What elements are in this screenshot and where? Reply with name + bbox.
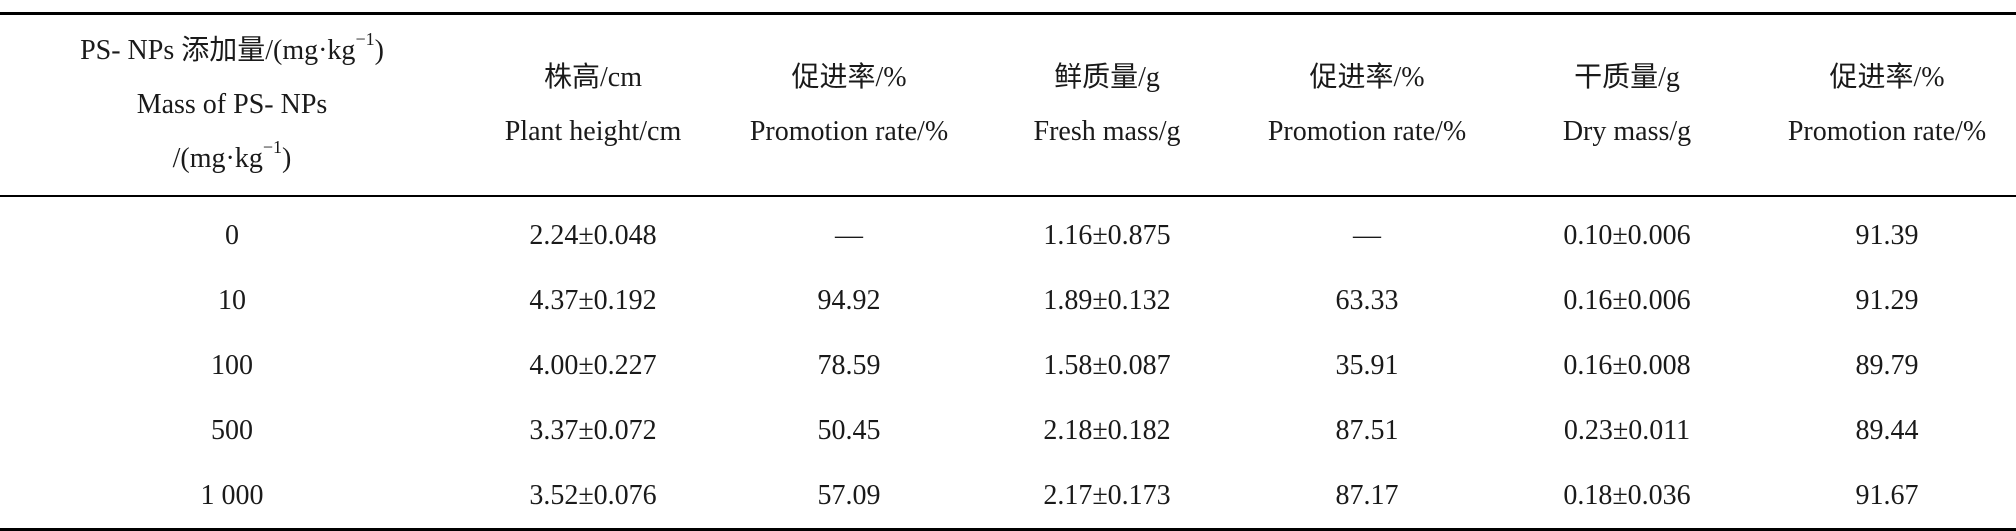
cell-promotion-fresh: 63.33 [1335,284,1399,316]
cell-promotion-height: 94.92 [817,284,881,316]
header-line-cn: 鲜质量/g [1054,62,1160,93]
cell-dry-mass: 0.16±0.008 [1563,349,1691,381]
cell-plant-height: 4.00±0.227 [529,349,657,381]
table-row: 100 4.00±0.227 78.59 1.58±0.087 35.91 0.… [0,333,2016,398]
cell-promotion-dry: 91.67 [1855,479,1919,511]
superscript: −1 [262,136,283,157]
cell-fresh-mass: 1.16±0.875 [1043,219,1171,251]
header-dry-mass: 干质量/g Dry mass/g [1496,14,1758,197]
header-promotion-rate-fresh: 促进率/% Promotion rate/% [1238,14,1496,197]
cell-fresh-mass: 2.17±0.173 [1043,479,1171,511]
header-line-en: Fresh mass/g [1033,116,1181,147]
cell-promotion-fresh: 35.91 [1335,349,1399,381]
header-line-cn: 干质量/g [1574,62,1680,93]
cell-plant-height: 2.24±0.048 [529,219,657,251]
table-header-row: PS- NPs 添加量/(mg·kg−1) Mass of PS- NPs /(… [0,13,2016,197]
header-line-en: Dry mass/g [1562,116,1692,147]
cell-promotion-fresh: 87.17 [1335,479,1399,511]
cell-dry-mass: 0.16±0.006 [1563,284,1691,316]
header-plant-height: 株高/cm Plant height/cm [464,14,722,197]
cell-promotion-dry: 89.79 [1855,349,1919,381]
cell-mass: 100 [211,349,253,381]
header-line-cn: 促进率/% [1309,62,1425,93]
table-row: 500 3.37±0.072 50.45 2.18±0.182 87.51 0.… [0,398,2016,463]
header-line-unit: /(mg·kg [172,143,263,174]
table-row: 0 2.24±0.048 — 1.16±0.875 — 0.10±0.006 9… [0,196,2016,268]
cell-promotion-dry: 89.44 [1855,414,1919,446]
header-line-en: Plant height/cm [504,116,682,147]
header-line-cn: 株高/cm [544,62,642,93]
table-row: 10 4.37±0.192 94.92 1.89±0.132 63.33 0.1… [0,268,2016,333]
header-line-en: Promotion rate/% [1787,116,1987,147]
cell-plant-height: 3.37±0.072 [529,414,657,446]
cell-promotion-height: 78.59 [817,349,881,381]
cell-mass: 500 [211,414,253,446]
superscript: −1 [355,28,375,49]
header-line-en: Promotion rate/% [1267,116,1467,147]
header-promotion-rate-dry: 促进率/% Promotion rate/% [1758,14,2016,197]
data-table: PS- NPs 添加量/(mg·kg−1) Mass of PS- NPs /(… [0,12,2016,531]
cell-promotion-fresh: 87.51 [1335,414,1399,446]
data-table-container: PS- NPs 添加量/(mg·kg−1) Mass of PS- NPs /(… [0,12,2016,531]
cell-plant-height: 3.52±0.076 [529,479,657,511]
cell-promotion-dry: 91.29 [1855,284,1919,316]
header-line-cn: 促进率/% [791,62,907,93]
header-promotion-rate-height: 促进率/% Promotion rate/% [722,14,976,197]
cell-mass: 1 000 [200,479,264,511]
cell-mass: 10 [218,284,246,316]
cell-dry-mass: 0.18±0.036 [1563,479,1691,511]
cell-fresh-mass: 2.18±0.182 [1043,414,1171,446]
cell-promotion-height: 50.45 [817,414,881,446]
cell-promotion-height: — [835,219,863,251]
cell-fresh-mass: 1.89±0.132 [1043,284,1171,316]
header-line-en: Mass of PS- NPs [136,89,328,120]
header-line-cn: 促进率/% [1829,62,1945,93]
header-line-en: Promotion rate/% [749,116,949,147]
cell-dry-mass: 0.10±0.006 [1563,219,1691,251]
cell-mass: 0 [225,219,239,251]
header-line-cn: PS- NPs 添加量/(mg·kg [80,35,356,66]
cell-promotion-dry: 91.39 [1855,219,1919,251]
header-fresh-mass: 鲜质量/g Fresh mass/g [976,14,1238,197]
cell-plant-height: 4.37±0.192 [529,284,657,316]
table-row: 1 000 3.52±0.076 57.09 2.17±0.173 87.17 … [0,463,2016,530]
cell-promotion-height: 57.09 [817,479,881,511]
header-ps-nps-mass: PS- NPs 添加量/(mg·kg−1) Mass of PS- NPs /(… [0,14,464,197]
cell-promotion-fresh: — [1353,219,1381,251]
cell-fresh-mass: 1.58±0.087 [1043,349,1171,381]
cell-dry-mass: 0.23±0.011 [1563,414,1691,446]
